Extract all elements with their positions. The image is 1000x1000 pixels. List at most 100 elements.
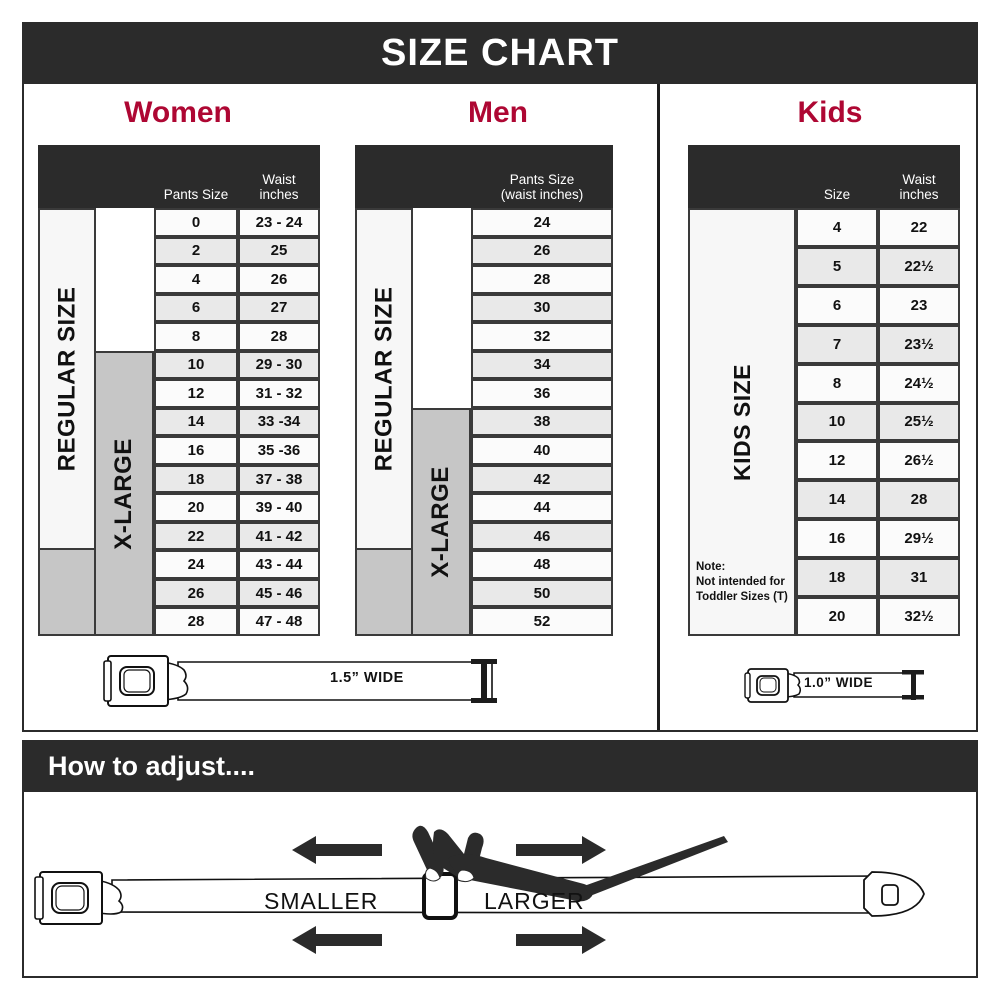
women-cell-waist: 33 -34 — [238, 407, 320, 437]
arrow-left-top — [292, 836, 382, 864]
kids-cell-waist: 26½ — [878, 441, 960, 481]
women-row: 12 31 - 32 — [154, 379, 320, 408]
men-cell-size: 48 — [471, 550, 613, 579]
women-col-header-waist: Waist inches — [238, 172, 320, 208]
kids-cell-size: 20 — [796, 597, 878, 636]
kids-belt-width-diagram: 1.0” WIDE — [742, 662, 934, 708]
kids-row: 8 24½ — [796, 363, 960, 403]
men-cell-size: 24 — [471, 208, 613, 237]
arrow-right-bottom — [516, 926, 606, 954]
kids-row: 6 23 — [796, 285, 960, 325]
kids-table-header: Size Waist inches — [688, 145, 960, 208]
kids-note-line2: Not intended for — [696, 576, 785, 589]
adjust-larger-label: LARGER — [484, 888, 585, 914]
women-group-xlarge-label: X-LARGE — [110, 437, 137, 550]
men-row: 46 — [471, 521, 613, 551]
kids-table-body: KIDS SIZE Note: Not intended for Toddler… — [688, 208, 960, 636]
kids-col-header-waist-line2: inches — [899, 186, 939, 202]
page-title-bar: SIZE CHART — [22, 22, 978, 84]
men-cell-size: 50 — [471, 578, 613, 608]
men-cell-size: 46 — [471, 521, 613, 551]
men-col-header-line2: (waist inches) — [500, 186, 584, 202]
men-group-xlarge-label: X-LARGE — [427, 466, 454, 578]
women-cell-size: 18 — [154, 464, 238, 494]
kids-row: 18 31 — [796, 558, 960, 598]
men-row: 48 — [471, 550, 613, 579]
women-cell-waist: 27 — [238, 293, 320, 323]
belt-adjust-illustration — [34, 825, 925, 954]
kids-cell-waist: 23½ — [878, 324, 960, 364]
men-table-body: REGULAR SIZE X-LARGE 24 26 28 30 32 34 36 38 40 4… — [355, 208, 613, 636]
kids-col-header-waist-line1: Waist — [902, 171, 936, 187]
women-cell-size: 0 — [154, 208, 238, 237]
men-cell-size: 52 — [471, 607, 613, 636]
kids-row: 16 29½ — [796, 519, 960, 559]
men-row: 42 — [471, 464, 613, 494]
kids-cell-size: 6 — [796, 285, 878, 325]
kids-cell-waist: 28 — [878, 480, 960, 520]
men-group-regular-box: REGULAR SIZE — [355, 208, 413, 550]
kids-cell-size: 14 — [796, 480, 878, 520]
how-to-adjust-heading: How to adjust.... — [48, 750, 255, 781]
kids-belt-width-label: 1.0” WIDE — [804, 675, 874, 690]
kids-cell-waist: 23 — [878, 285, 960, 325]
women-cell-size: 16 — [154, 436, 238, 465]
adult-belt-width-diagram: 1.5” WIDE — [100, 650, 520, 712]
men-row: 44 — [471, 493, 613, 522]
kids-cell-size: 12 — [796, 441, 878, 481]
women-cell-size: 26 — [154, 578, 238, 608]
women-cell-waist: 26 — [238, 265, 320, 294]
men-group-xlarge-inner: X-LARGE — [411, 408, 471, 636]
how-to-adjust-bar: How to adjust.... — [22, 740, 978, 792]
women-col-header-waist-line1: Waist — [262, 171, 296, 187]
women-cell-waist: 29 - 30 — [238, 350, 320, 380]
kids-col-header-waist: Waist inches — [878, 172, 960, 208]
kids-row: 20 32½ — [796, 597, 960, 636]
men-group-regular-label: REGULAR SIZE — [370, 286, 397, 472]
women-table-body: REGULAR SIZE X-LARGE 0 23 - 24 2 25 4 26 6 27 8 2… — [38, 208, 320, 636]
women-cell-size: 4 — [154, 265, 238, 294]
women-cell-size: 12 — [154, 379, 238, 408]
men-cell-size: 38 — [471, 407, 613, 437]
men-row: 34 — [471, 350, 613, 380]
men-row: 26 — [471, 236, 613, 266]
kids-row: 14 28 — [796, 480, 960, 520]
women-cell-size: 28 — [154, 607, 238, 636]
kids-note-line1: Note: — [696, 561, 726, 573]
men-cell-size: 28 — [471, 265, 613, 294]
men-cell-size: 44 — [471, 493, 613, 522]
kids-cell-size: 10 — [796, 402, 878, 442]
kids-cell-size: 18 — [796, 558, 878, 598]
how-to-adjust-panel: SMALLER LARGER — [22, 792, 978, 978]
kids-row: 5 22½ — [796, 246, 960, 286]
men-row: 50 — [471, 578, 613, 608]
women-row: 14 33 -34 — [154, 407, 320, 437]
men-rows: 24 26 28 30 32 34 36 38 40 42 44 46 48 50 52 — [471, 208, 613, 636]
men-cell-size: 32 — [471, 322, 613, 351]
men-cell-size: 42 — [471, 464, 613, 494]
women-cell-waist: 39 - 40 — [238, 493, 320, 522]
women-cell-waist: 31 - 32 — [238, 379, 320, 408]
kids-note: Note: Not intended for Toddler Sizes (T) — [696, 560, 796, 606]
women-table-header: Pants Size Waist inches — [38, 145, 320, 208]
men-row: 52 — [471, 607, 613, 636]
women-cell-waist: 45 - 46 — [238, 578, 320, 608]
kids-cell-waist: 29½ — [878, 519, 960, 559]
kids-col-header-size: Size — [823, 186, 851, 202]
kids-cell-size: 16 — [796, 519, 878, 559]
women-row: 26 45 - 46 — [154, 578, 320, 608]
women-rows: 0 23 - 24 2 25 4 26 6 27 8 28 10 29 - 30 12 31 - 32 14… — [154, 208, 320, 636]
men-size-table: Pants Size (waist inches) REGULAR SIZE X… — [355, 145, 613, 636]
kids-cell-size: 4 — [796, 208, 878, 247]
kids-row: 4 22 — [796, 208, 960, 247]
kids-group-box: KIDS SIZE — [688, 208, 796, 636]
kids-cell-waist: 31 — [878, 558, 960, 598]
section-heading-women: Women — [124, 96, 232, 129]
arrow-left-bottom — [292, 926, 382, 954]
women-row: 22 41 - 42 — [154, 521, 320, 551]
section-heading-men: Men — [468, 96, 528, 129]
men-row: 28 — [471, 265, 613, 294]
men-row: 32 — [471, 322, 613, 351]
women-cell-size: 6 — [154, 293, 238, 323]
